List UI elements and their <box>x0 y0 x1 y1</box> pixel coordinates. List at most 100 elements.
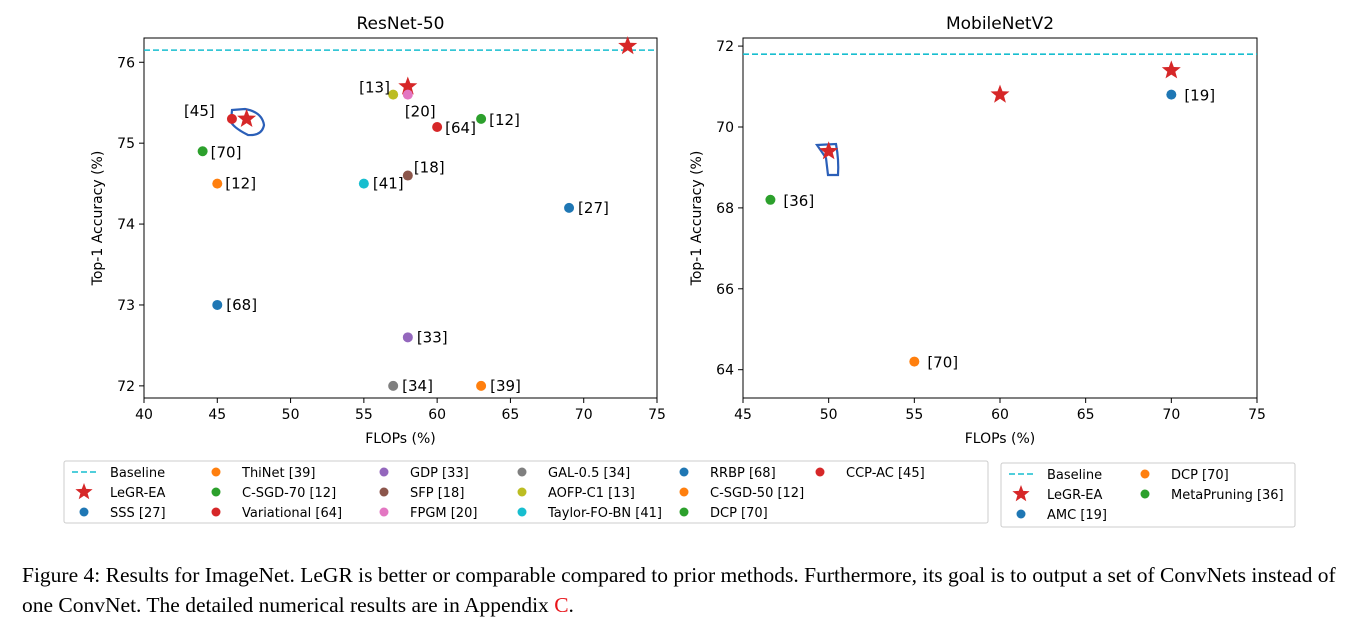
x-tick-label: 45 <box>734 407 752 423</box>
legend-mobilenetv2: Baseline LeGR-EA AMC [19] DCP [70] MetaPruni… <box>1000 462 1296 528</box>
data-point <box>212 178 223 189</box>
figure-caption: Figure 4: Results for ImageNet. LeGR is … <box>22 560 1342 620</box>
y-axis-label: Top-1 Accuracy (%) <box>90 151 106 287</box>
y-tick-label: 72 <box>716 39 734 55</box>
legr-ea-point <box>1161 60 1181 79</box>
legend-swatch <box>211 467 221 477</box>
axes-frame <box>143 37 658 399</box>
point-label: [70] <box>927 354 958 372</box>
legend-label: SFP [18] <box>410 486 464 501</box>
y-tick-label: 72 <box>117 379 135 395</box>
data-point <box>564 202 575 213</box>
x-tick-label: 55 <box>905 407 923 423</box>
legend-swatch <box>79 507 89 517</box>
point-label: [33] <box>417 328 448 346</box>
legend-label: DCP [70] <box>1171 468 1229 483</box>
legend-label: SSS [27] <box>110 506 166 521</box>
data-point <box>388 89 399 100</box>
point-label: [18] <box>414 159 445 177</box>
data-point <box>765 194 776 205</box>
legend-swatch <box>379 467 389 477</box>
x-tick-label: 75 <box>648 407 666 423</box>
legend-swatch <box>517 467 527 477</box>
legend-swatch <box>379 487 389 497</box>
legend-label: LeGR-EA <box>1047 488 1102 503</box>
legend-swatch <box>679 487 689 497</box>
point-label: [19] <box>1184 87 1215 105</box>
legend-swatch <box>1140 489 1150 499</box>
x-tick-label: 70 <box>1162 407 1180 423</box>
legend-swatch <box>1016 509 1026 519</box>
legend-label: ThiNet [39] <box>241 466 315 481</box>
data-point <box>212 299 223 310</box>
legend-label: RRBP [68] <box>710 466 776 481</box>
point-label: [70] <box>211 143 242 161</box>
y-tick-label: 64 <box>716 363 734 379</box>
legend-label: C-SGD-70 [12] <box>242 486 336 501</box>
point-label: [45] <box>184 102 215 120</box>
legr-ea-point <box>398 76 418 95</box>
point-label: [36] <box>783 192 814 210</box>
legend-resnet50: Baseline LeGR-EA SSS [27] ThiNet [39] C-SGD-… <box>63 460 989 524</box>
figure: ResNet-50 40 45 50 55 60 65 70 75 72 73 74 75 76 FLOPs… <box>63 14 1296 528</box>
legend-label: AOFP-C1 [13] <box>548 486 635 501</box>
chart-title: ResNet-50 <box>357 14 445 34</box>
x-tick-label: 60 <box>991 407 1009 423</box>
legend-swatch <box>1140 469 1150 479</box>
data-point <box>402 332 413 343</box>
data-point <box>476 380 487 391</box>
annotation-loop <box>229 107 266 137</box>
y-tick-label: 70 <box>716 120 734 136</box>
legend-label: CCP-AC [45] <box>846 466 925 481</box>
legend-swatch <box>679 467 689 477</box>
x-tick-label: 75 <box>1248 407 1266 423</box>
point-label: [64] <box>445 119 476 137</box>
data-point <box>1166 89 1177 100</box>
x-tick-label: 60 <box>428 407 446 423</box>
legend-label: MetaPruning [36] <box>1171 488 1284 503</box>
data-point <box>402 170 413 181</box>
point-label: [41] <box>373 175 404 193</box>
x-tick-label: 70 <box>575 407 593 423</box>
legend-swatch <box>211 507 221 517</box>
point-label: [12] <box>489 111 520 129</box>
data-point <box>432 121 443 132</box>
x-tick-label: 50 <box>820 407 838 423</box>
caption-text: Figure 4: Results for ImageNet. LeGR is … <box>22 563 1336 617</box>
x-axis-label: FLOPs (%) <box>365 431 436 447</box>
y-tick-label: 66 <box>716 282 734 298</box>
legend-swatch <box>517 487 527 497</box>
legr-ea-point <box>819 141 839 160</box>
legend-swatch <box>815 467 825 477</box>
caption-end: . <box>568 593 574 617</box>
data-point <box>402 89 413 100</box>
data-point <box>388 380 399 391</box>
point-label: [68] <box>226 296 257 314</box>
legend-label: Taylor-FO-BN [41] <box>547 506 662 521</box>
x-tick-label: 50 <box>282 407 300 423</box>
y-tick-label: 74 <box>117 217 135 233</box>
point-label: [27] <box>578 199 609 217</box>
x-tick-label: 65 <box>502 407 520 423</box>
legend-swatch <box>517 507 527 517</box>
legend-label: GDP [33] <box>410 466 469 481</box>
legend-label: DCP [70] <box>710 506 768 521</box>
x-tick-label: 55 <box>355 407 373 423</box>
legend-label: Variational [64] <box>242 506 342 521</box>
point-label: [12] <box>225 175 256 193</box>
y-tick-label: 76 <box>117 55 135 71</box>
legend-swatch <box>75 483 93 500</box>
legend-swatch <box>679 507 689 517</box>
point-label: [13] <box>359 79 390 97</box>
chart-resnet50: ResNet-50 40 45 50 55 60 65 70 75 72 73 74 75 76 FLOPs… <box>90 14 666 447</box>
annotation-loop <box>814 142 840 177</box>
appendix-link[interactable]: C <box>554 593 569 617</box>
y-tick-label: 75 <box>117 136 135 152</box>
x-tick-label: 40 <box>135 407 153 423</box>
legend-label: AMC [19] <box>1047 508 1107 523</box>
y-axis-label: Top-1 Accuracy (%) <box>689 151 705 287</box>
legend-label: GAL-0.5 [34] <box>548 466 630 481</box>
legend-label: Baseline <box>110 466 165 481</box>
legr-ea-point <box>237 108 257 127</box>
point-label: [20] <box>405 103 436 121</box>
